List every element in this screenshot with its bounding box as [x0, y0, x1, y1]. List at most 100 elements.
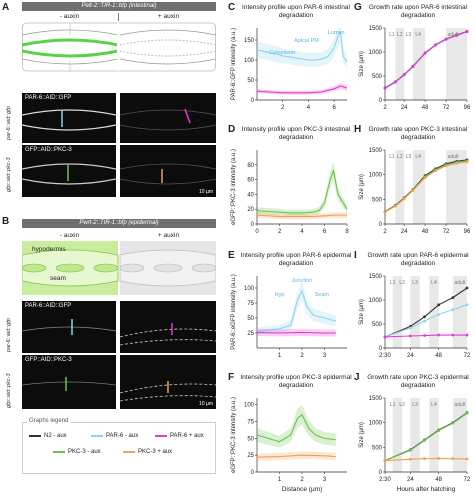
x-tick-label: 4 [300, 229, 304, 235]
series-point-pkc3_plus [434, 169, 437, 173]
series-point-pkc3_plus [394, 204, 397, 208]
series-band [257, 404, 336, 448]
stage-label: L4 [415, 154, 421, 160]
x-tick-label: 6 [332, 105, 336, 111]
series-point-pkc3_plus [444, 164, 448, 168]
legend-item-par6-plus: PAR-6 + aux [155, 433, 204, 439]
series-point-n2 [451, 296, 455, 299]
annotation: Seam [315, 292, 330, 298]
series-line-par6_minus [256, 30, 348, 63]
x-tick-label: 2 [300, 353, 304, 359]
panel-a-banner: Pelt-2::TIR-1::bfp (intestinal) [22, 2, 216, 11]
series-point-par6_plus [437, 333, 441, 337]
series-point-par6_plus [383, 335, 387, 339]
chart-title-i: Growth rate upon PAR-6 epidermal degrada… [367, 252, 469, 267]
y-tick-label: 1000 [369, 173, 383, 179]
chart-title-f: Intensity profile upon PKC-3 epidermal d… [240, 374, 352, 389]
stage-band [410, 276, 420, 348]
series-point-pkc3_plus [408, 457, 412, 461]
panel-b-plus-auxin: + auxin [157, 232, 180, 239]
x-tick-label: 6 [323, 229, 327, 235]
stage-band [412, 28, 426, 100]
y-tick-label: 1500 [369, 396, 383, 402]
stage-band [392, 276, 403, 348]
y-axis-label: Size (µm) [359, 174, 365, 200]
x-tick-label: 24 [401, 229, 408, 235]
y-axis-label: Size (µm) [359, 299, 365, 325]
series-point-pkc3_plus [465, 160, 469, 164]
series-point-par6_minus [451, 308, 455, 311]
y-tick-label: 1000 [369, 50, 383, 56]
series-line-par6_plus [384, 334, 467, 338]
series-line-pkc3_minus [384, 412, 468, 462]
y-tick-label: 500 [372, 445, 383, 451]
stage-band [429, 276, 439, 348]
series-line-n2 [384, 287, 468, 338]
y-tick-label: 0 [379, 222, 383, 228]
stage-label: L2 [397, 154, 403, 160]
y-tick-label: 0 [251, 98, 255, 104]
y-tick-label: 0 [251, 470, 255, 476]
seam-label: seam [50, 275, 66, 282]
y-axis-label: eGFP::PKC-3 intensity (a.u.) [231, 397, 237, 473]
y-axis-label: Size (µm) [359, 51, 365, 77]
y-tick-label: 1500 [369, 148, 383, 154]
legend-item-par6-minus: PAR-6 - aux [91, 433, 138, 439]
x-tick-label: 96 [464, 229, 471, 235]
panel-b-minus-auxin: - auxin [59, 232, 80, 239]
series-point-par6_plus [408, 334, 412, 338]
x-tick-label: 24 [407, 477, 414, 483]
stage-band [412, 150, 426, 224]
x-tick-label: 72 [443, 105, 450, 111]
y-tick-label: 500 [372, 322, 383, 328]
series-band [257, 281, 336, 335]
stage-label: L2 [399, 402, 405, 408]
stage-label: L4 [415, 32, 421, 38]
series-point-par6_minus [465, 303, 469, 307]
series-point-par6_plus [444, 37, 448, 41]
chart-title-d: Intensity profile upon PKC-3 intestinal … [241, 126, 351, 141]
x-tick-label: 48 [435, 477, 442, 483]
stage-band [446, 150, 467, 224]
x-tick-label: 2 [281, 105, 285, 111]
series-point-pkc3_minus [408, 448, 412, 452]
micrograph-a-pkc3-minus: GFP::AID::PKC-3 [22, 145, 116, 197]
x-tick-label: 72 [464, 477, 471, 483]
hypodermis-label: hypodermis [32, 246, 66, 253]
stage-band [410, 398, 420, 472]
micrograph-label: PAR-6::AID::GFP [25, 303, 72, 309]
graphs-legend: Graphs legend N2 - aux PAR-6 - aux PAR-6… [22, 418, 216, 474]
series-point-par6_plus [423, 334, 426, 337]
y-tick-label: 80 [247, 163, 254, 169]
x-tick-label: 2:30 [379, 353, 391, 359]
y-tick-label: 25 [247, 331, 254, 337]
x-tick-label: 1 [278, 353, 282, 359]
series-point-pkc3_minus [437, 429, 441, 432]
x-axis-label: Hours after hatching [397, 486, 456, 493]
y-tick-label: 1000 [369, 421, 383, 427]
x-tick-label: 48 [422, 105, 429, 111]
y-axis-label: PAR-6::GFP intensity (a.u.) [231, 28, 237, 100]
intestine-schematic [22, 22, 216, 72]
series-point-pkc3_minus [465, 411, 469, 415]
series-line-pkc3_plus [256, 454, 336, 458]
stage-label: L1 [390, 402, 396, 408]
series-point-n2 [465, 286, 469, 290]
stage-label: adult [448, 32, 459, 38]
series-point-par6_minus [437, 313, 441, 316]
micrograph-label: GFP::AID::PKC-3 [25, 357, 72, 363]
chart-title-j: Growth rate upon PKC-3 epidermal degrada… [367, 374, 469, 389]
micrograph-b-par6-minus: PAR-6::AID::GFP [22, 301, 116, 353]
y-tick-label: 100 [244, 403, 255, 409]
series-point-par6_plus [394, 80, 397, 84]
stage-label: adult [454, 280, 465, 286]
annotation: Hyp [275, 292, 285, 298]
series-point-pkc3_plus [455, 161, 458, 165]
y-tick-label: 0 [379, 346, 383, 352]
panel-label-a: A [2, 2, 10, 13]
x-tick-label: 24 [401, 105, 408, 111]
x-tick-label: 48 [422, 229, 429, 235]
y-tick-label: 75 [247, 420, 254, 426]
stage-label: adult [454, 402, 465, 408]
